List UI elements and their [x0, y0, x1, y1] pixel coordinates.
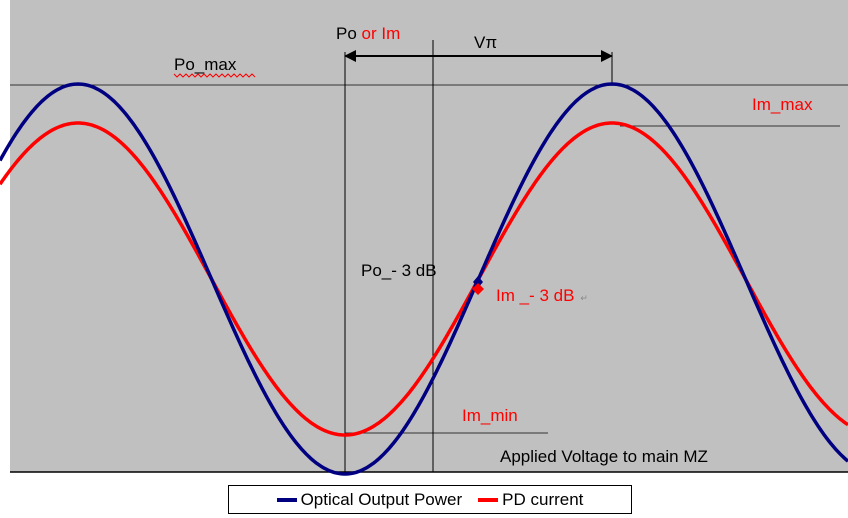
- po-or-im-label: Po or Im: [336, 24, 400, 43]
- vpi-arrow-right-head: [601, 50, 613, 62]
- vpi-arrow-left-head: [344, 50, 356, 62]
- x-axis-label: Applied Voltage to main MZ: [500, 447, 708, 466]
- im-3db-marker: [472, 283, 484, 295]
- legend: Optical Output Power PD current: [228, 485, 632, 514]
- legend-item-optical: Optical Output Power: [276, 489, 463, 510]
- legend-item-pd: PD current: [478, 490, 583, 510]
- po-3db-marker: [473, 276, 483, 288]
- legend-swatch-pd: [478, 497, 499, 502]
- mz-transfer-diagram: Po or Im Vπ Po_max Im_max Po_- 3 dB Im _…: [0, 0, 848, 476]
- plot-area: [10, 0, 848, 472]
- im-min-label: Im_min: [462, 406, 518, 425]
- im-3db-label: Im _- 3 dB ↵: [496, 286, 588, 305]
- im-max-label: Im_max: [752, 95, 813, 114]
- v-pi-label: Vπ: [474, 33, 497, 52]
- po-3db-label: Po_- 3 dB: [361, 261, 437, 280]
- po-max-label: Po_max: [174, 55, 237, 74]
- legend-swatch-optical: [276, 497, 297, 502]
- legend-label-optical: Optical Output Power: [300, 489, 463, 509]
- pd-current-curve: [0, 121, 848, 437]
- po-max-spellcheck-underline: [173, 73, 256, 78]
- legend-label-pd: PD current: [502, 489, 584, 509]
- optical-output-power-curve: [0, 82, 848, 476]
